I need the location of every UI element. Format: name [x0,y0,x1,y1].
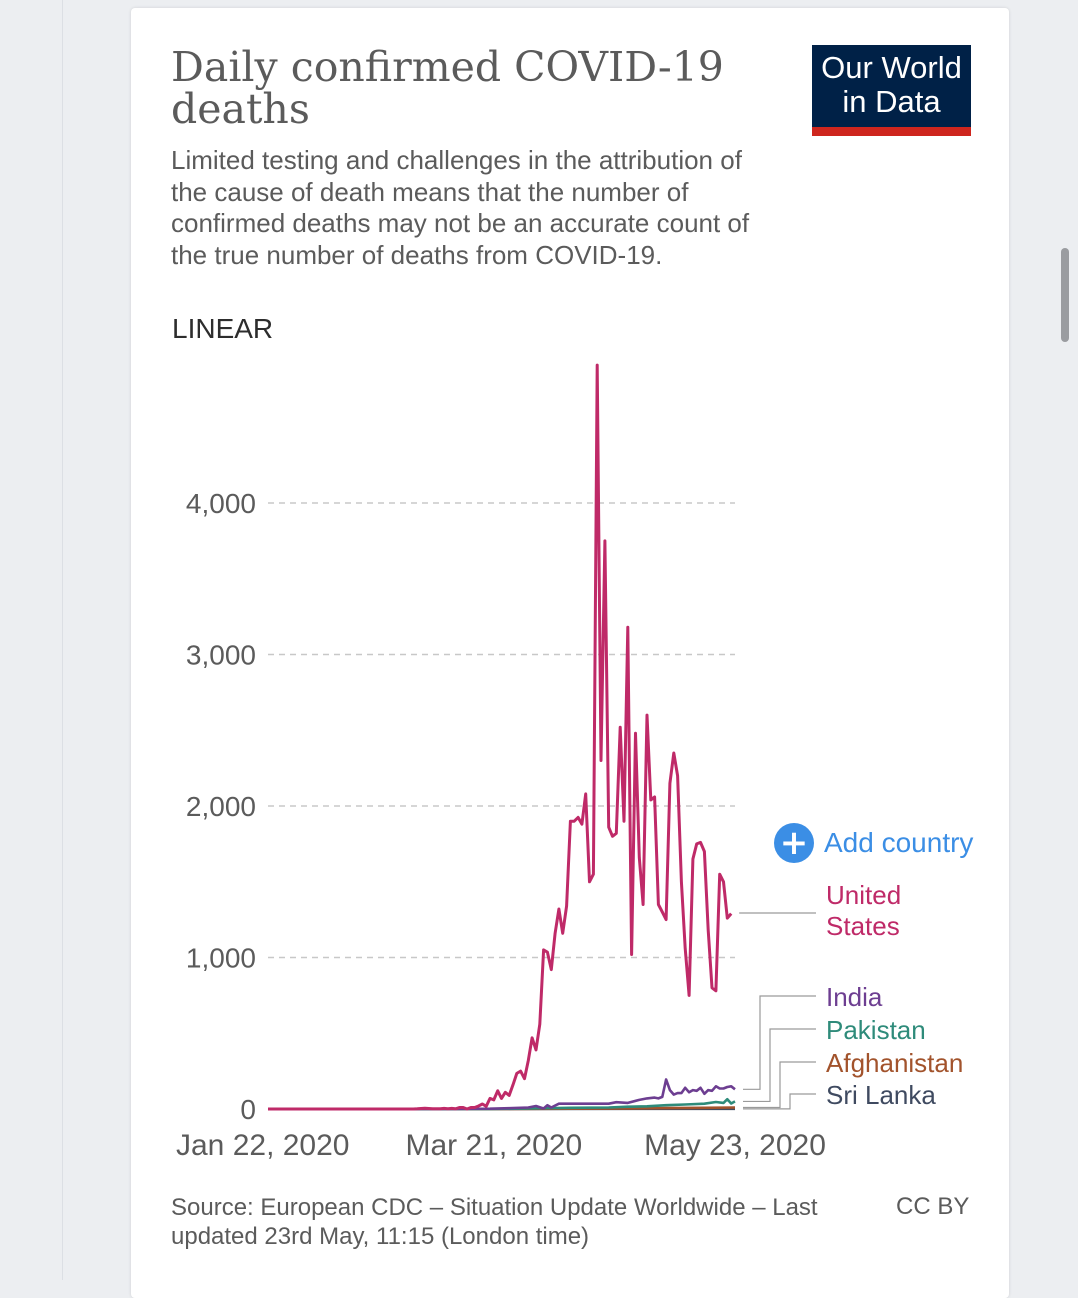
series-line-united-states[interactable] [268,365,731,1109]
x-tick-label: Mar 21, 2020 [405,1129,582,1162]
legend-label-afghanistan[interactable]: Afghanistan [826,1048,963,1078]
add-country-label: Add country [824,827,973,859]
legend-label-united-states[interactable]: United [826,880,901,910]
legend-leader-line [743,1062,816,1107]
y-tick-label: 2,000 [186,791,256,822]
legend-label-sri-lanka[interactable]: Sri Lanka [826,1080,936,1110]
legend-label-united-states[interactable]: States [826,911,900,941]
y-tick-label: 1,000 [186,943,256,974]
add-country-button[interactable]: + Add country [774,823,973,863]
y-tick-label: 0 [240,1094,256,1125]
legend-label-pakistan[interactable]: Pakistan [826,1015,926,1045]
scrollbar[interactable] [1061,248,1069,342]
source-note: Source: European CDC – Situation Update … [171,1193,871,1251]
y-tick-label: 4,000 [186,488,256,519]
license-link[interactable]: CC BY [896,1193,969,1221]
y-tick-label: 3,000 [186,640,256,671]
plus-circle-icon: + [774,823,814,863]
legend-label-india[interactable]: India [826,982,883,1012]
x-tick-label: Jan 22, 2020 [176,1129,349,1162]
x-tick-label: May 23, 2020 [644,1129,826,1162]
